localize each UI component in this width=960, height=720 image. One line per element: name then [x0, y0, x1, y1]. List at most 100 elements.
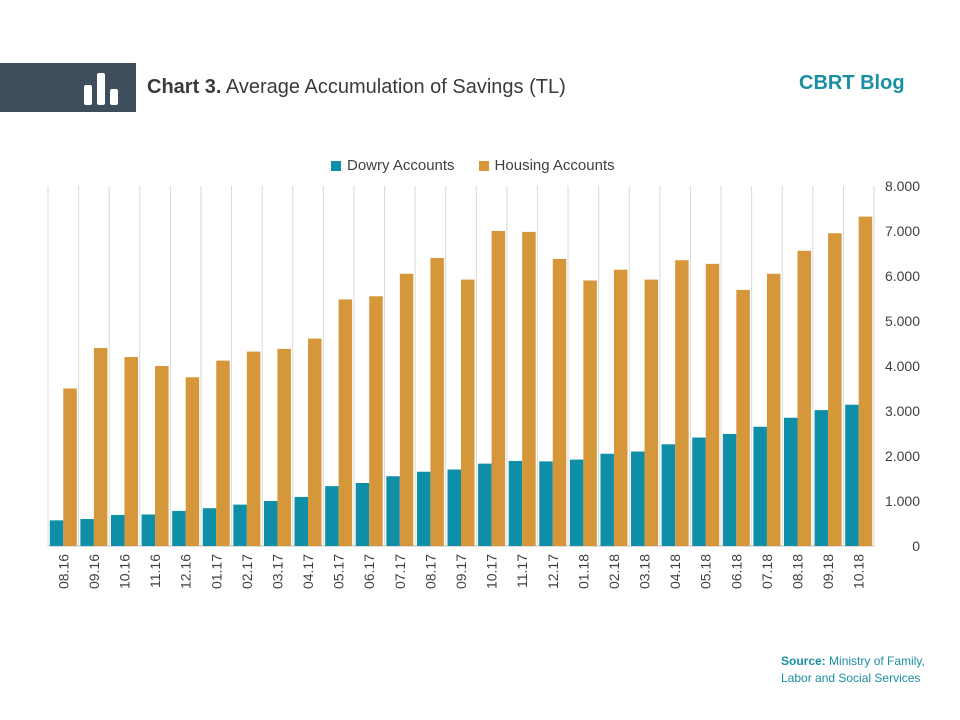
x-tick-label: 06.17	[361, 554, 377, 589]
bar-housing	[430, 258, 444, 546]
x-tick-label: 12.17	[545, 554, 561, 589]
bar-dowry	[661, 444, 676, 546]
bar-housing	[491, 231, 506, 546]
bar-dowry	[202, 508, 217, 546]
y-tick-label: 0	[912, 538, 920, 554]
chart-title-prefix: Chart 3.	[147, 76, 222, 98]
bar-dowry	[631, 451, 645, 546]
chart-legend: Dowry Accounts Housing Accounts	[331, 157, 639, 174]
bar-dowry	[233, 504, 247, 546]
bar-dowry	[722, 433, 737, 546]
bar-housing	[63, 388, 77, 546]
x-tick-label: 09.18	[820, 554, 836, 589]
bar-housing	[736, 289, 750, 546]
bar-dowry	[600, 453, 614, 546]
legend-label-housing: Housing Accounts	[494, 157, 615, 174]
bar-housing	[461, 279, 475, 546]
legend-item-dowry: Dowry Accounts	[331, 157, 455, 174]
legend-label-dowry: Dowry Accounts	[347, 157, 455, 174]
y-tick-label: 5.000	[885, 313, 920, 329]
x-tick-label: 11.17	[514, 554, 530, 588]
x-tick-label: 11.16	[147, 554, 163, 588]
bar-housing	[124, 357, 138, 546]
bar-dowry	[141, 514, 156, 546]
x-tick-label: 03.17	[269, 554, 285, 589]
bar-housing	[399, 273, 414, 546]
x-tick-label: 07.18	[759, 554, 775, 589]
bar-housing	[338, 299, 353, 546]
x-tick-label: 06.18	[728, 554, 744, 589]
legend-swatch-dowry	[331, 160, 341, 171]
bar-dowry	[80, 519, 94, 546]
x-tick-label: 04.18	[667, 554, 683, 589]
bar-dowry	[753, 426, 767, 546]
bar-housing	[552, 258, 567, 546]
bar-dowry	[416, 471, 431, 546]
bar-dowry	[447, 469, 461, 546]
x-tick-label: 12.16	[178, 554, 194, 589]
x-tick-label: 08.16	[55, 554, 71, 589]
bar-dowry	[172, 510, 186, 546]
bar-dowry	[355, 483, 370, 546]
bar-housing	[828, 233, 842, 546]
bar-housing	[797, 250, 812, 547]
brand-logo: CBRT Blog	[799, 72, 905, 94]
bar-housing	[766, 273, 781, 546]
bar-housing	[216, 360, 230, 546]
x-tick-label: 05.17	[331, 554, 347, 589]
x-tick-label: 07.17	[392, 554, 408, 589]
y-tick-label: 2.000	[885, 448, 920, 464]
bar-housing	[155, 366, 169, 546]
bar-dowry	[845, 404, 859, 546]
bar-housing	[675, 260, 689, 546]
x-tick-label: 08.17	[422, 554, 438, 589]
x-tick-label: 01.17	[208, 554, 224, 589]
x-tick-label: 02.18	[606, 554, 622, 589]
bar-dowry	[110, 514, 125, 546]
x-tick-label: 10.16	[116, 554, 132, 589]
bar-housing	[277, 348, 291, 546]
legend-item-housing: Housing Accounts	[478, 157, 615, 174]
bar-dowry	[784, 417, 798, 546]
bar-housing	[246, 351, 261, 546]
bar-dowry	[692, 437, 706, 546]
chart-title-text: Average Accumulation of Savings (TL)	[225, 76, 566, 98]
source-note: Source: Ministry of Family, Labor and So…	[781, 653, 925, 687]
x-tick-label: 08.18	[790, 554, 806, 589]
bar-housing	[644, 279, 659, 546]
y-tick-label: 3.000	[885, 403, 920, 419]
x-tick-label: 01.18	[575, 554, 591, 589]
bar-housing	[613, 269, 628, 546]
x-tick-label: 02.17	[239, 554, 255, 589]
bar-dowry	[263, 501, 278, 546]
bar-housing	[308, 338, 322, 546]
y-tick-label: 6.000	[885, 268, 920, 284]
x-tick-label: 10.17	[484, 554, 500, 589]
bar-housing	[369, 296, 383, 546]
header-band	[0, 63, 136, 112]
bar-dowry	[539, 461, 553, 546]
x-tick-label: 04.17	[300, 554, 316, 589]
x-tick-label: 05.18	[698, 554, 714, 589]
legend-swatch-housing	[478, 160, 489, 171]
chart-title: Chart 3. Average Accumulation of Savings…	[147, 76, 566, 99]
bar-chart-icon	[84, 73, 118, 105]
bar-housing	[858, 216, 873, 546]
x-tick-label: 03.18	[637, 554, 653, 589]
y-tick-label: 7.000	[885, 223, 920, 239]
bar-housing	[185, 377, 200, 546]
y-tick-label: 1.000	[885, 493, 920, 509]
bar-housing	[583, 280, 597, 546]
x-tick-label: 09.17	[453, 554, 469, 589]
bar-dowry	[569, 459, 584, 546]
x-tick-label: 09.16	[86, 554, 102, 589]
bar-housing	[93, 348, 108, 546]
source-line-1: Ministry of Family,	[829, 654, 925, 668]
bar-dowry	[478, 463, 492, 546]
bar-dowry	[294, 496, 309, 546]
bar-housing	[705, 263, 720, 546]
bar-dowry	[49, 520, 64, 546]
bar-dowry	[508, 460, 523, 546]
x-tick-label: 10.18	[851, 554, 867, 589]
